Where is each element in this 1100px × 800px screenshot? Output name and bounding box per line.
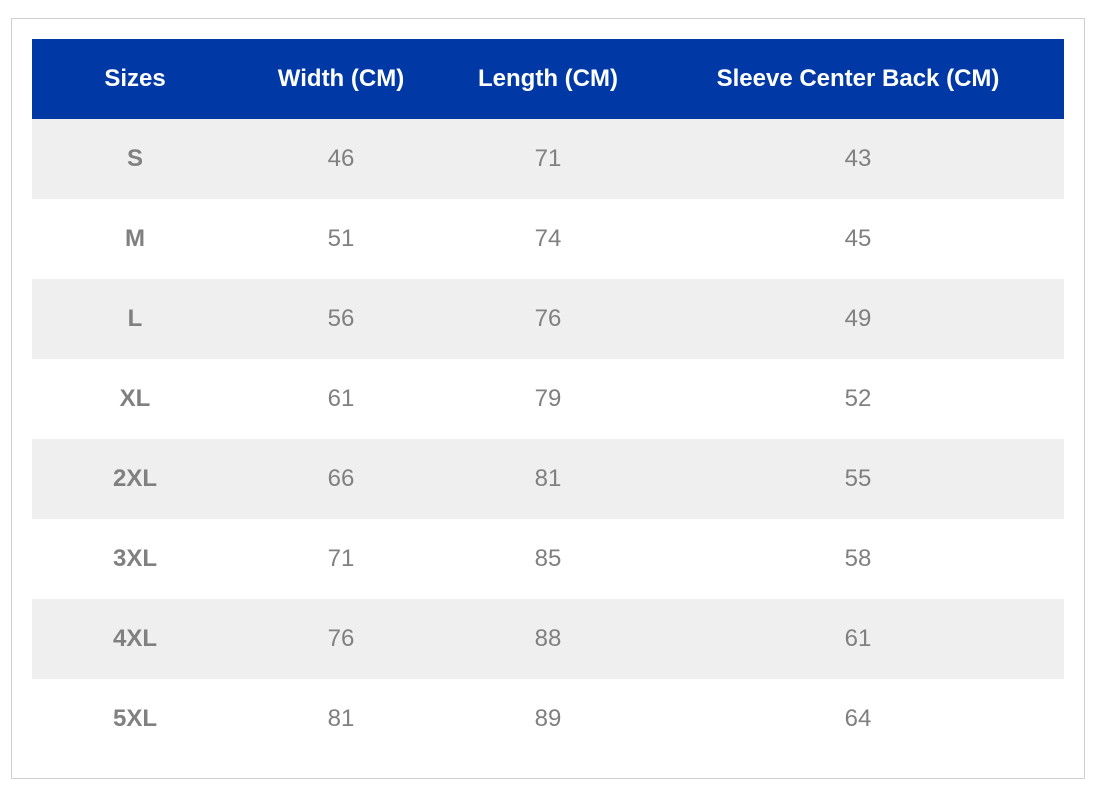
value-cell: 45 — [844, 225, 872, 252]
table-row: 4XL 76 88 61 — [32, 599, 1064, 679]
header-cell: Length (CM) — [444, 39, 652, 119]
value-cell: 52 — [844, 385, 872, 412]
table-row: XL 61 79 52 — [32, 359, 1064, 439]
table-row: L 56 76 49 — [32, 279, 1064, 359]
size-cell: 2XL — [32, 439, 238, 519]
value-cell: 64 — [844, 705, 872, 732]
value-cell: 85 — [534, 545, 562, 572]
value-cell: 88 — [444, 599, 652, 679]
header-cell: Sleeve Center Back (CM) — [652, 39, 1064, 119]
header-cell: Sizes — [32, 39, 238, 119]
value-cell: 46 — [238, 119, 444, 199]
header-row: Sizes Width (CM) Length (CM) Sleeve Center … — [32, 39, 1064, 119]
value-cell: 66 — [238, 439, 444, 519]
size-cell: M — [125, 225, 145, 252]
size-cell: XL — [119, 385, 151, 412]
table-body: S 46 71 43 M 51 74 45 L 56 76 49 XL 61 79 52 2XL 66 81 55 3X… — [32, 119, 1064, 759]
value-cell: 71 — [444, 119, 652, 199]
table-frame: Sizes Width (CM) Length (CM) Sleeve Center … — [11, 18, 1085, 779]
size-cell: 5XL — [112, 705, 157, 732]
header-cell: Width (CM) — [238, 39, 444, 119]
value-cell: 89 — [534, 705, 562, 732]
value-cell: 51 — [327, 225, 355, 252]
table-row: S 46 71 43 — [32, 119, 1064, 199]
value-cell: 81 — [444, 439, 652, 519]
value-cell: 55 — [652, 439, 1064, 519]
value-cell: 43 — [652, 119, 1064, 199]
size-table: Sizes Width (CM) Length (CM) Sleeve Center … — [32, 39, 1064, 759]
size-cell: L — [32, 279, 238, 359]
value-cell: 81 — [327, 705, 355, 732]
table-row: M 51 74 45 — [32, 199, 1064, 279]
value-cell: 58 — [844, 545, 872, 572]
table-row: 2XL 66 81 55 — [32, 439, 1064, 519]
size-cell: 4XL — [32, 599, 238, 679]
value-cell: 76 — [444, 279, 652, 359]
table-row: 5XL 81 89 64 — [32, 679, 1064, 759]
value-cell: 74 — [534, 225, 562, 252]
value-cell: 79 — [534, 385, 562, 412]
size-cell: 3XL — [112, 545, 157, 572]
value-cell: 61 — [652, 599, 1064, 679]
table-row: 3XL 71 85 58 — [32, 519, 1064, 599]
value-cell: 49 — [652, 279, 1064, 359]
value-cell: 76 — [238, 599, 444, 679]
value-cell: 61 — [327, 385, 355, 412]
value-cell: 56 — [238, 279, 444, 359]
size-cell: S — [32, 119, 238, 199]
value-cell: 71 — [327, 545, 355, 572]
